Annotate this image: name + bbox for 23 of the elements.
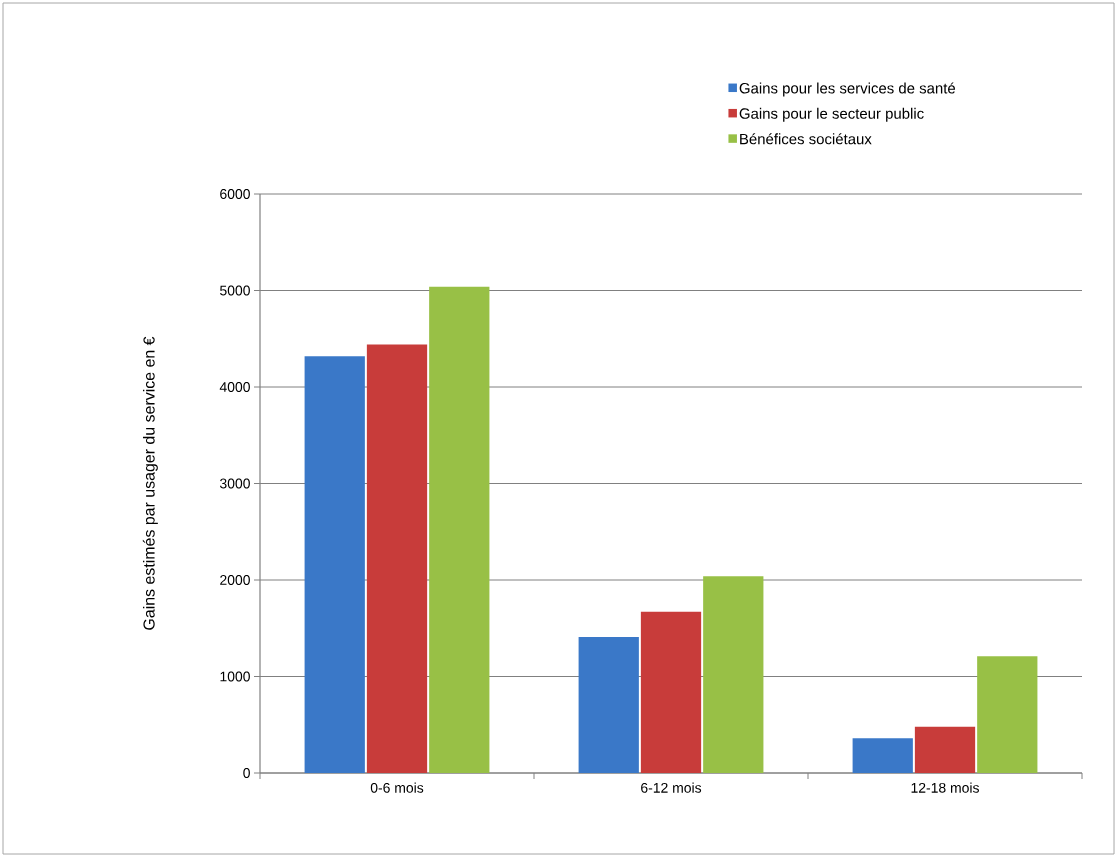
bar <box>977 656 1038 774</box>
legend-label: Gains pour les services de santé <box>739 82 956 97</box>
bar <box>914 726 976 774</box>
bar <box>578 636 639 774</box>
y-tick-label: 3000 <box>219 478 250 489</box>
x-tick-label: 0-6 mois <box>370 782 424 793</box>
bar <box>304 356 365 774</box>
bar <box>852 738 913 774</box>
y-tick-label: 4000 <box>219 382 250 392</box>
legend-label: Bénéfices sociétaux <box>740 133 872 145</box>
legend-label: Gains pour le secteur public <box>739 107 924 122</box>
y-axis-title: Gains estimés par usager du service en € <box>142 336 158 630</box>
x-tick-label: 6-12 mois <box>641 782 702 793</box>
bar <box>429 286 490 774</box>
x-tick-label: 12-18 mois <box>911 782 979 793</box>
y-tick-label: 5000 <box>220 285 250 296</box>
bar <box>640 611 702 774</box>
bar <box>366 344 428 774</box>
y-tick-label: 2000 <box>220 575 250 585</box>
y-tick-label: 1000 <box>220 671 250 682</box>
y-tick-label: 0 <box>243 768 250 778</box>
y-tick-label: 6000 <box>220 189 250 199</box>
bar <box>703 576 764 774</box>
